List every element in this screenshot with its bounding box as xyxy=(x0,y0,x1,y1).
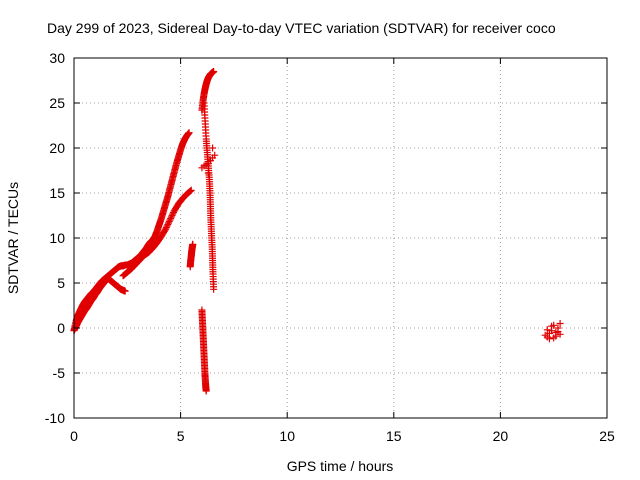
data-point xyxy=(556,320,564,327)
y-tick-label: 20 xyxy=(49,140,65,156)
data-point xyxy=(162,224,170,231)
data-point xyxy=(210,68,218,75)
data-point xyxy=(550,321,558,329)
data-point xyxy=(187,186,195,194)
y-tick-label: 5 xyxy=(57,275,65,291)
series-descending-column xyxy=(200,99,218,293)
data-point xyxy=(211,151,219,159)
y-axis-label: SDTVAR / TECUs xyxy=(5,182,21,294)
y-tick-label: 25 xyxy=(49,95,65,111)
x-tick-label: 10 xyxy=(279,428,295,444)
data-point xyxy=(162,225,170,233)
data-point xyxy=(163,222,171,230)
y-tick-label: 30 xyxy=(49,50,65,66)
x-tick-label: 5 xyxy=(177,428,185,444)
x-tick-label: 15 xyxy=(386,428,402,444)
chart-title: Day 299 of 2023, Sidereal Day-to-day VTE… xyxy=(47,20,556,36)
data-point xyxy=(168,212,176,219)
x-tick-label: 0 xyxy=(70,428,78,444)
data-point xyxy=(545,335,553,343)
data-point xyxy=(166,216,174,224)
data-point xyxy=(164,221,172,228)
data-point xyxy=(165,219,173,227)
series-late-cluster xyxy=(541,320,564,343)
x-axis-label: GPS time / hours xyxy=(287,458,394,474)
data-point xyxy=(202,387,210,395)
series-dip-segment xyxy=(186,240,197,271)
y-tick-label: -5 xyxy=(53,365,66,381)
series-mid-branch xyxy=(119,186,195,280)
x-tick-label: 25 xyxy=(599,428,615,444)
data-point xyxy=(185,129,193,137)
y-tick-label: 10 xyxy=(49,230,65,246)
data-point xyxy=(167,213,175,221)
y-tick-label: -10 xyxy=(45,410,65,426)
data-point xyxy=(204,169,212,177)
data-point xyxy=(552,332,560,340)
series-cluster-18 xyxy=(198,144,219,177)
y-tick-label: 0 xyxy=(57,320,65,336)
data-point xyxy=(210,285,218,293)
data-point xyxy=(209,144,217,152)
data-point xyxy=(169,210,177,218)
data-marks xyxy=(70,68,564,395)
data-point xyxy=(167,215,175,222)
data-point xyxy=(165,218,173,225)
data-point xyxy=(554,328,562,336)
data-point xyxy=(121,287,129,295)
data-point xyxy=(189,240,197,248)
y-tick-label: 15 xyxy=(49,185,65,201)
series-negative-drop xyxy=(198,306,210,395)
axis-ticks: 0 5 10 15 20 25 -10 -5 0 5 10 15 20 25 30 xyxy=(45,50,615,444)
x-tick-label: 20 xyxy=(493,428,509,444)
data-point xyxy=(543,326,551,334)
